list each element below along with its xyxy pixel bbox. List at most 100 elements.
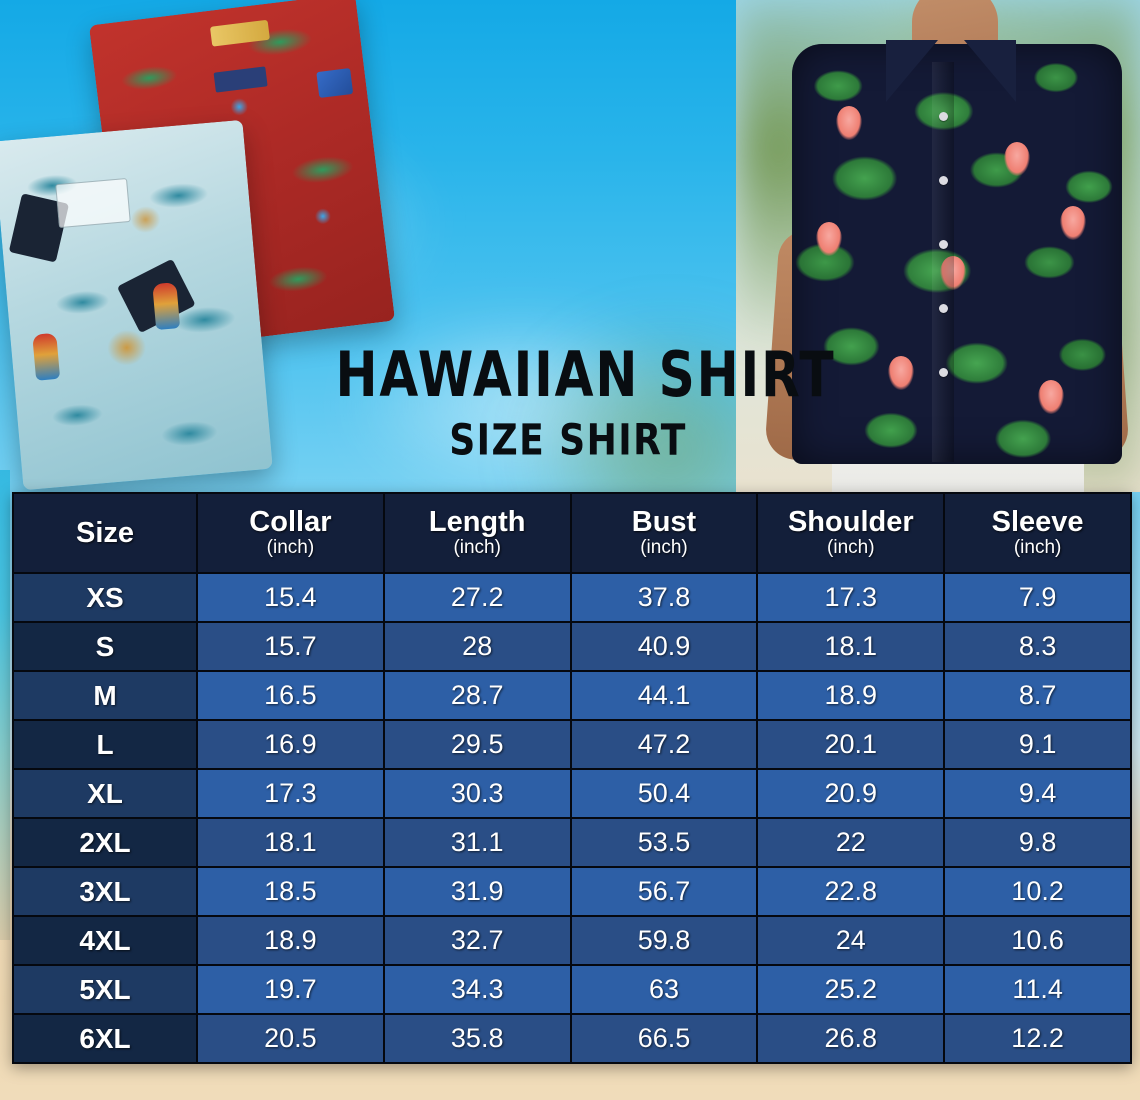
column-header-size: Size <box>12 492 198 574</box>
column-header-collar-unit: (inch) <box>266 537 315 559</box>
table-row: 6XL 20.5 35.8 66.5 26.8 12.2 <box>12 1013 1132 1064</box>
folded-blue-hawaiian-shirt <box>0 119 273 491</box>
column-header-length-label: Length <box>428 505 526 538</box>
table-row: M 16.5 28.7 44.1 18.9 8.7 <box>12 670 1132 721</box>
column-header-length: Length (inch) <box>382 492 572 574</box>
shirt-button-placket <box>932 62 954 462</box>
model-wearing-hawaiian-shirt-photo <box>736 0 1140 492</box>
table-row: 4XL 18.9 32.7 59.8 24 10.6 <box>12 915 1132 966</box>
page-title: HAWAIIAN SHIRT <box>335 337 836 411</box>
shirt-button <box>939 176 948 185</box>
shirt-button <box>939 368 948 377</box>
column-header-length-unit: (inch) <box>453 537 501 559</box>
cell-sleeve: 8.3 <box>943 621 1132 672</box>
cell-collar: 18.9 <box>196 915 385 966</box>
column-header-shoulder-unit: (inch) <box>827 537 875 559</box>
shirt-size-label <box>213 66 268 93</box>
column-header-bust-unit: (inch) <box>640 537 688 559</box>
size-label-cell: 3XL <box>12 866 198 917</box>
cell-bust: 59.8 <box>569 915 759 966</box>
cell-length: 34.3 <box>382 964 572 1015</box>
cell-length: 28.7 <box>382 670 572 721</box>
column-header-collar-label: Collar <box>249 505 332 538</box>
cell-sleeve: 12.2 <box>943 1013 1132 1064</box>
cell-bust: 37.8 <box>569 572 759 623</box>
cell-shoulder: 24 <box>756 915 946 966</box>
cell-length: 28 <box>382 621 572 672</box>
cell-shoulder: 17.3 <box>756 572 946 623</box>
cell-sleeve: 7.9 <box>943 572 1132 623</box>
macaw-parrot-motif <box>32 332 61 381</box>
cell-sleeve: 10.6 <box>943 915 1132 966</box>
cell-shoulder: 22.8 <box>756 866 946 917</box>
flamingo-motif <box>1038 380 1064 414</box>
cell-shoulder: 20.1 <box>756 719 946 770</box>
cell-sleeve: 10.2 <box>943 866 1132 917</box>
size-chart-table: Size Collar (inch) Length (inch) Bust (i… <box>12 492 1132 1064</box>
shirt-chest-pocket <box>55 178 131 229</box>
cell-sleeve: 9.8 <box>943 817 1132 868</box>
column-header-sleeve-label: Sleeve <box>991 505 1084 538</box>
cell-length: 35.8 <box>382 1013 572 1064</box>
table-row: L 16.9 29.5 47.2 20.1 9.1 <box>12 719 1132 770</box>
cell-length: 31.9 <box>382 866 572 917</box>
size-label-cell: L <box>12 719 198 770</box>
cell-collar: 18.1 <box>196 817 385 868</box>
cell-sleeve: 11.4 <box>943 964 1132 1015</box>
cell-length: 27.2 <box>382 572 572 623</box>
column-header-shoulder: Shoulder (inch) <box>756 492 946 574</box>
shirt-brand-tag <box>209 19 270 47</box>
size-chart-table-wrapper: Size Collar (inch) Length (inch) Bust (i… <box>12 492 1132 1064</box>
cell-collar: 16.9 <box>196 719 385 770</box>
column-header-shoulder-label: Shoulder <box>787 505 914 538</box>
column-header-size-label: Size <box>75 516 135 549</box>
table-row: 2XL 18.1 31.1 53.5 22 9.8 <box>12 817 1132 868</box>
cell-collar: 15.4 <box>196 572 385 623</box>
shirt-brand-logo <box>316 68 354 99</box>
navy-flamingo-hawaiian-shirt <box>792 44 1122 464</box>
size-label-cell: XL <box>12 768 198 819</box>
cell-sleeve: 9.1 <box>943 719 1132 770</box>
page-subtitle: SIZE SHIRT <box>449 415 687 465</box>
table-body: XS 15.4 27.2 37.8 17.3 7.9 S 15.7 28 40.9 18.1 8.3 M… <box>12 572 1132 1064</box>
cell-bust: 50.4 <box>569 768 759 819</box>
shirt-button <box>939 304 948 313</box>
cell-shoulder: 22 <box>756 817 946 868</box>
shirt-button <box>939 112 948 121</box>
table-header-row: Size Collar (inch) Length (inch) Bust (i… <box>12 492 1132 574</box>
size-label-cell: 2XL <box>12 817 198 868</box>
cell-shoulder: 18.9 <box>756 670 946 721</box>
cell-shoulder: 20.9 <box>756 768 946 819</box>
column-header-sleeve: Sleeve (inch) <box>943 492 1132 574</box>
table-row: XL 17.3 30.3 50.4 20.9 9.4 <box>12 768 1132 819</box>
flamingo-motif <box>816 222 842 256</box>
flamingo-motif <box>888 356 914 390</box>
cell-length: 31.1 <box>382 817 572 868</box>
shirt-collar-right <box>964 40 1016 102</box>
cell-sleeve: 8.7 <box>943 670 1132 721</box>
column-header-bust-label: Bust <box>631 505 697 538</box>
table-row: 5XL 19.7 34.3 63 25.2 11.4 <box>12 964 1132 1015</box>
flamingo-motif <box>1004 142 1030 176</box>
cell-collar: 18.5 <box>196 866 385 917</box>
cell-length: 29.5 <box>382 719 572 770</box>
flamingo-motif <box>836 106 862 140</box>
size-label-cell: XS <box>12 572 198 623</box>
cell-bust: 63 <box>569 964 759 1015</box>
left-edge-accent <box>0 470 10 940</box>
cell-collar: 17.3 <box>196 768 385 819</box>
cell-shoulder: 26.8 <box>756 1013 946 1064</box>
cell-bust: 47.2 <box>569 719 759 770</box>
table-row: 3XL 18.5 31.9 56.7 22.8 10.2 <box>12 866 1132 917</box>
size-label-cell: S <box>12 621 198 672</box>
cell-bust: 44.1 <box>569 670 759 721</box>
cell-collar: 15.7 <box>196 621 385 672</box>
cell-length: 32.7 <box>382 915 572 966</box>
cell-shoulder: 18.1 <box>756 621 946 672</box>
cell-collar: 16.5 <box>196 670 385 721</box>
column-header-bust: Bust (inch) <box>569 492 759 574</box>
cell-collar: 19.7 <box>196 964 385 1015</box>
table-row: XS 15.4 27.2 37.8 17.3 7.9 <box>12 572 1132 623</box>
column-header-collar: Collar (inch) <box>196 492 385 574</box>
